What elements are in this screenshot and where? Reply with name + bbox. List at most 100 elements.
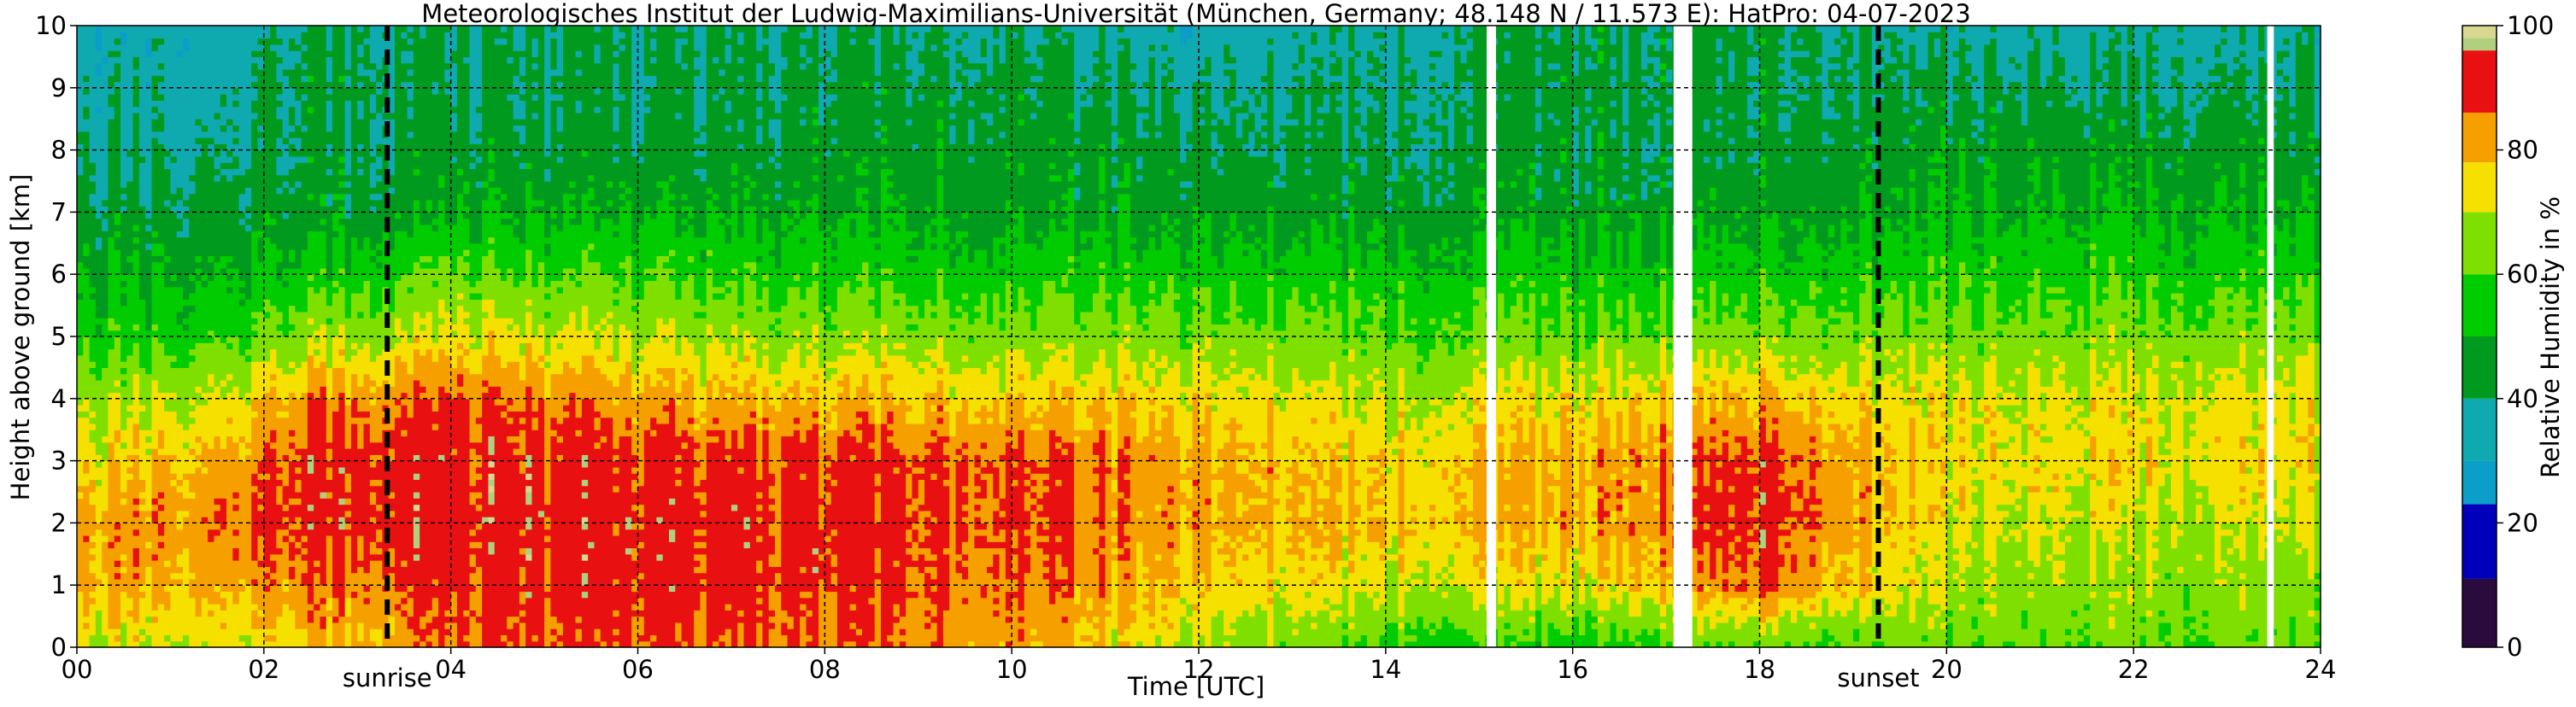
heatmap-cell (183, 249, 190, 256)
heatmap-cell (102, 274, 109, 281)
heatmap-cell (83, 498, 90, 505)
heatmap-cell (251, 349, 258, 356)
heatmap-cell (376, 293, 383, 300)
heatmap-cell (208, 342, 214, 349)
heatmap-cell (264, 262, 271, 269)
heatmap-cell (264, 119, 271, 126)
heatmap-cell (345, 262, 352, 269)
heatmap-cell (302, 604, 308, 611)
heatmap-cell (308, 591, 314, 598)
heatmap-cell (164, 610, 171, 616)
heatmap-cell (245, 380, 252, 387)
heatmap-cell (289, 535, 296, 542)
heatmap-cell (232, 442, 239, 449)
heatmap-cell (314, 535, 320, 542)
heatmap-cell (364, 541, 371, 548)
heatmap-cell (202, 374, 208, 381)
heatmap-cell (96, 616, 103, 623)
heatmap-cell (314, 498, 320, 505)
heatmap-cell (270, 293, 277, 300)
heatmap-cell (102, 32, 109, 38)
heatmap-cell (77, 243, 84, 250)
heatmap-cell (83, 435, 90, 442)
heatmap-cell (270, 634, 277, 641)
heatmap-cell (139, 541, 146, 548)
heatmap-cell (133, 418, 140, 424)
heatmap-cell (283, 622, 290, 629)
heatmap-cell (120, 243, 127, 250)
heatmap-cell (295, 616, 302, 623)
heatmap-cell (370, 137, 377, 144)
heatmap-cell (77, 200, 84, 207)
heatmap-cell (196, 38, 202, 45)
heatmap-cell (351, 50, 358, 57)
heatmap-cell (364, 486, 371, 493)
heatmap-cell (264, 628, 271, 635)
heatmap-cell (295, 32, 302, 38)
heatmap-cell (370, 107, 377, 114)
heatmap-cell (164, 88, 171, 95)
heatmap-cell (220, 56, 227, 63)
heatmap-cell (283, 299, 290, 306)
heatmap-cell (364, 535, 371, 542)
heatmap-cell (220, 175, 227, 182)
heatmap-cell (145, 541, 152, 548)
heatmap-cell (189, 137, 196, 144)
heatmap-cell (376, 181, 383, 188)
heatmap-cell (289, 318, 296, 324)
heatmap-cell (357, 529, 364, 536)
heatmap-cell (133, 386, 140, 393)
heatmap-cell (164, 424, 171, 430)
heatmap-cell (326, 529, 333, 536)
heatmap-cell (196, 137, 202, 144)
heatmap-cell (214, 306, 220, 313)
heatmap-cell (370, 119, 377, 126)
heatmap-cell (270, 548, 277, 555)
heatmap-cell (126, 113, 133, 120)
heatmap-cell (302, 492, 308, 499)
heatmap-cell (289, 119, 296, 126)
heatmap-cell (226, 181, 233, 188)
heatmap-cell (357, 628, 364, 635)
heatmap-cell (114, 137, 121, 144)
heatmap-cell (183, 94, 190, 101)
heatmap-cell (283, 429, 290, 436)
heatmap-cell (326, 56, 333, 63)
heatmap-cell (177, 591, 184, 598)
heatmap-cell (314, 150, 320, 157)
heatmap-cell (164, 318, 171, 324)
heatmap-cell (96, 541, 103, 548)
heatmap-cell (108, 535, 114, 542)
heatmap-cell (289, 231, 296, 237)
heatmap-cell (220, 113, 227, 120)
heatmap-cell (139, 399, 146, 406)
heatmap-cell (332, 194, 339, 201)
heatmap-cell (120, 511, 127, 517)
heatmap-cell (220, 318, 227, 324)
heatmap-cell (77, 69, 84, 76)
heatmap-cell (77, 231, 84, 237)
heatmap-cell (220, 137, 227, 144)
heatmap-cell (232, 255, 239, 262)
heatmap-cell (226, 374, 233, 381)
heatmap-cell (77, 181, 84, 188)
heatmap-cell (289, 529, 296, 536)
heatmap-cell (251, 32, 258, 38)
heatmap-cell (326, 88, 333, 95)
heatmap-cell (90, 125, 97, 131)
heatmap-cell (126, 342, 133, 349)
heatmap-cell (158, 573, 165, 580)
heatmap-cell (264, 479, 271, 486)
heatmap-cell (226, 573, 233, 580)
heatmap-cell (202, 604, 208, 611)
heatmap-cell (158, 560, 165, 567)
heatmap-cell (114, 299, 121, 306)
heatmap-cell (226, 442, 233, 449)
heatmap-cell (276, 50, 283, 57)
heatmap-cell (164, 492, 171, 499)
heatmap-cell (139, 429, 146, 436)
heatmap-cell (276, 529, 283, 536)
heatmap-cell (245, 287, 252, 294)
heatmap-cell (183, 56, 190, 63)
heatmap-cell (264, 212, 271, 219)
